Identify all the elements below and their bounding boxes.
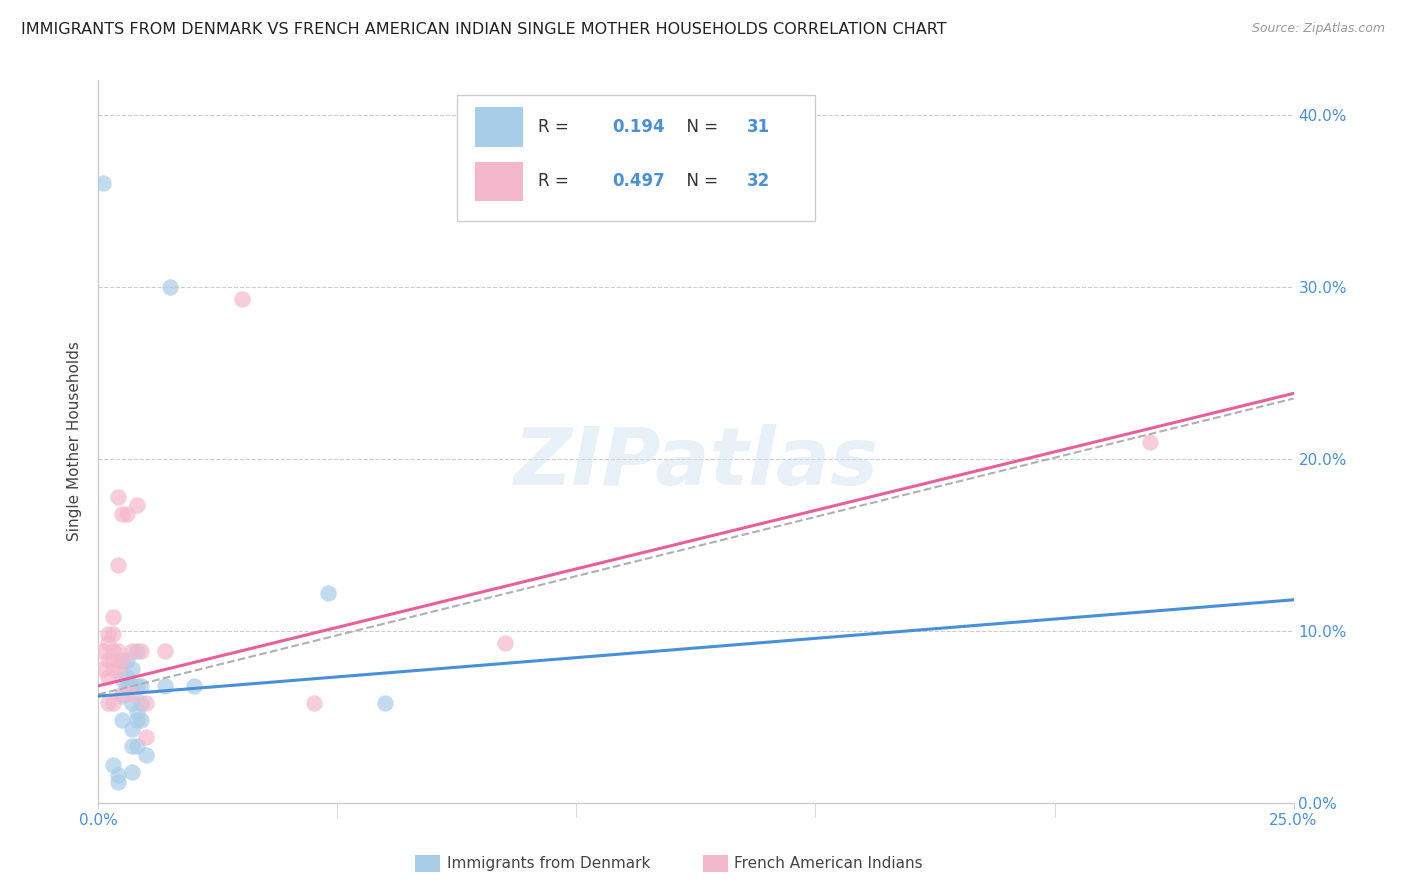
Point (107, 558, 129, 573)
Point (97, 670, 120, 684)
Point (125, 739, 148, 753)
Point (135, 731, 157, 745)
Point (97, 636, 120, 650)
Point (231, 292, 253, 306)
Text: 0.497: 0.497 (613, 172, 665, 190)
Point (91, 644, 114, 658)
Point (121, 644, 143, 658)
Point (115, 653, 138, 667)
Text: Immigrants from Denmark: Immigrants from Denmark (447, 856, 651, 871)
FancyBboxPatch shape (475, 161, 523, 202)
Point (91, 177, 114, 191)
Point (131, 679, 153, 693)
Point (159, 279, 181, 293)
Point (111, 655, 134, 669)
Point (135, 696, 157, 710)
Point (101, 610, 124, 624)
Point (131, 644, 153, 658)
Point (155, 679, 177, 693)
Point (131, 696, 153, 710)
FancyBboxPatch shape (457, 95, 815, 221)
Point (302, 696, 325, 710)
Text: Source: ZipAtlas.com: Source: ZipAtlas.com (1251, 22, 1385, 36)
Point (107, 768, 129, 782)
Point (121, 722, 143, 736)
Text: 0.194: 0.194 (613, 119, 665, 136)
Point (111, 672, 134, 686)
Point (97, 696, 120, 710)
Point (374, 696, 396, 710)
Text: N =: N = (676, 172, 723, 190)
Point (121, 696, 143, 710)
Point (101, 758, 124, 772)
Point (101, 662, 124, 676)
Text: 32: 32 (748, 172, 770, 190)
Point (125, 498, 148, 512)
Point (135, 747, 157, 762)
Point (125, 705, 148, 719)
Point (101, 644, 124, 658)
Point (97, 653, 120, 667)
Point (111, 713, 134, 727)
Text: IMMIGRANTS FROM DENMARK VS FRENCH AMERICAN INDIAN SINGLE MOTHER HOUSEHOLDS CORRE: IMMIGRANTS FROM DENMARK VS FRENCH AMERIC… (21, 22, 946, 37)
FancyBboxPatch shape (475, 107, 523, 147)
Point (107, 490, 129, 504)
Point (91, 662, 114, 676)
Point (121, 679, 143, 693)
Point (111, 653, 134, 667)
Point (115, 679, 138, 693)
Text: R =: R = (538, 119, 579, 136)
Point (111, 687, 134, 701)
Y-axis label: Single Mother Households: Single Mother Households (67, 342, 83, 541)
Text: French American Indians: French American Indians (734, 856, 922, 871)
Point (183, 679, 205, 693)
Point (155, 644, 177, 658)
Point (101, 653, 124, 667)
Point (121, 662, 143, 676)
Point (101, 627, 124, 641)
Point (115, 670, 138, 684)
Point (125, 679, 148, 693)
Point (494, 636, 516, 650)
Text: R =: R = (538, 172, 579, 190)
Text: N =: N = (676, 119, 723, 136)
Point (121, 687, 143, 701)
Point (121, 764, 143, 779)
Point (1139, 434, 1161, 449)
Point (131, 713, 153, 727)
Point (115, 507, 138, 521)
Point (97, 627, 120, 641)
Point (316, 586, 339, 600)
Point (125, 644, 148, 658)
Point (101, 696, 124, 710)
Point (107, 662, 129, 676)
Point (121, 739, 143, 753)
Point (107, 775, 129, 789)
Point (125, 713, 148, 727)
Point (111, 689, 134, 703)
Text: 31: 31 (748, 119, 770, 136)
Text: ZIPatlas: ZIPatlas (513, 425, 879, 502)
Point (111, 507, 134, 521)
Point (107, 644, 129, 658)
